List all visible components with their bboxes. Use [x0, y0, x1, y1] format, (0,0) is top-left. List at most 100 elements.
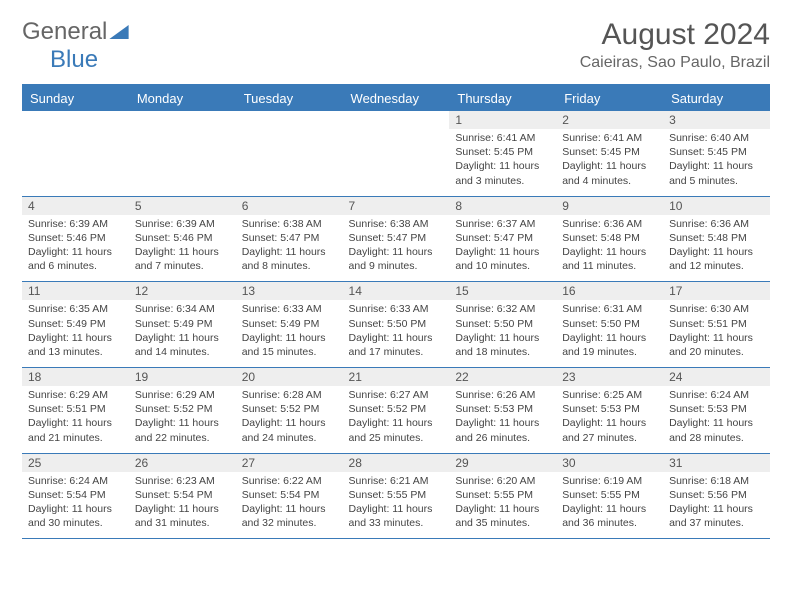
day-number: 17	[663, 282, 770, 300]
logo-triangle-icon	[109, 25, 129, 39]
sunset-text: Sunset: 5:49 PM	[242, 317, 337, 331]
day-details: Sunrise: 6:41 AMSunset: 5:45 PMDaylight:…	[556, 129, 663, 196]
day-number: 4	[22, 197, 129, 215]
day-number: 7	[343, 197, 450, 215]
daylight-line2: and 31 minutes.	[135, 516, 230, 530]
sunrise-text: Sunrise: 6:30 AM	[669, 302, 764, 316]
day-details: Sunrise: 6:38 AMSunset: 5:47 PMDaylight:…	[343, 215, 450, 282]
day-cell: 11Sunrise: 6:35 AMSunset: 5:49 PMDayligh…	[22, 282, 129, 368]
daylight-line2: and 18 minutes.	[455, 345, 550, 359]
day-number: 27	[236, 454, 343, 472]
daylight-line2: and 32 minutes.	[242, 516, 337, 530]
day-number: 26	[129, 454, 236, 472]
daylight-line1: Daylight: 11 hours	[135, 502, 230, 516]
day-details: Sunrise: 6:32 AMSunset: 5:50 PMDaylight:…	[449, 300, 556, 367]
week-row: 11Sunrise: 6:35 AMSunset: 5:49 PMDayligh…	[22, 282, 770, 368]
sunrise-text: Sunrise: 6:22 AM	[242, 474, 337, 488]
sunset-text: Sunset: 5:51 PM	[669, 317, 764, 331]
sunset-text: Sunset: 5:47 PM	[349, 231, 444, 245]
daylight-line1: Daylight: 11 hours	[28, 245, 123, 259]
daylight-line2: and 37 minutes.	[669, 516, 764, 530]
day-details: Sunrise: 6:39 AMSunset: 5:46 PMDaylight:…	[129, 215, 236, 282]
day-details: Sunrise: 6:40 AMSunset: 5:45 PMDaylight:…	[663, 129, 770, 196]
daylight-line1: Daylight: 11 hours	[28, 416, 123, 430]
day-header-thursday: Thursday	[449, 85, 556, 111]
day-details: Sunrise: 6:21 AMSunset: 5:55 PMDaylight:…	[343, 472, 450, 539]
daylight-line1: Daylight: 11 hours	[669, 331, 764, 345]
day-cell: 19Sunrise: 6:29 AMSunset: 5:52 PMDayligh…	[129, 368, 236, 454]
day-details: Sunrise: 6:31 AMSunset: 5:50 PMDaylight:…	[556, 300, 663, 367]
daylight-line2: and 27 minutes.	[562, 431, 657, 445]
day-cell: 1Sunrise: 6:41 AMSunset: 5:45 PMDaylight…	[449, 111, 556, 196]
day-number: 21	[343, 368, 450, 386]
daylight-line1: Daylight: 11 hours	[349, 416, 444, 430]
day-cell: 20Sunrise: 6:28 AMSunset: 5:52 PMDayligh…	[236, 368, 343, 454]
day-number: 30	[556, 454, 663, 472]
day-cell: 7Sunrise: 6:38 AMSunset: 5:47 PMDaylight…	[343, 196, 450, 282]
daylight-line1: Daylight: 11 hours	[135, 245, 230, 259]
day-cell: 23Sunrise: 6:25 AMSunset: 5:53 PMDayligh…	[556, 368, 663, 454]
daylight-line1: Daylight: 11 hours	[562, 159, 657, 173]
day-cell: 21 Sunrise: 6:27 AMSunset: 5:52 PMDayligh…	[343, 368, 450, 454]
day-details: Sunrise: 6:24 AMSunset: 5:53 PMDaylight:…	[663, 386, 770, 453]
daylight-line2: and 6 minutes.	[28, 259, 123, 273]
day-details: Sunrise: 6:23 AMSunset: 5:54 PMDaylight:…	[129, 472, 236, 539]
sunrise-text: Sunrise: 6:20 AM	[455, 474, 550, 488]
sunrise-text: Sunrise: 6:33 AM	[349, 302, 444, 316]
sunrise-text: Sunrise: 6:27 AM	[349, 388, 444, 402]
day-details: Sunrise: 6:34 AMSunset: 5:49 PMDaylight:…	[129, 300, 236, 367]
sunset-text: Sunset: 5:53 PM	[669, 402, 764, 416]
week-row: 4Sunrise: 6:39 AMSunset: 5:46 PMDaylight…	[22, 196, 770, 282]
sunrise-text: Sunrise: 6:19 AM	[562, 474, 657, 488]
daylight-line2: and 3 minutes.	[455, 174, 550, 188]
day-cell: 6Sunrise: 6:38 AMSunset: 5:47 PMDaylight…	[236, 196, 343, 282]
day-cell: 30Sunrise: 6:19 AMSunset: 5:55 PMDayligh…	[556, 453, 663, 539]
sunrise-text: Sunrise: 6:29 AM	[135, 388, 230, 402]
daylight-line2: and 12 minutes.	[669, 259, 764, 273]
sunrise-text: Sunrise: 6:39 AM	[28, 217, 123, 231]
day-cell: 2Sunrise: 6:41 AMSunset: 5:45 PMDaylight…	[556, 111, 663, 196]
sunset-text: Sunset: 5:51 PM	[28, 402, 123, 416]
day-details: Sunrise: 6:28 AMSunset: 5:52 PMDaylight:…	[236, 386, 343, 453]
sunset-text: Sunset: 5:52 PM	[349, 402, 444, 416]
day-details: Sunrise: 6:41 AMSunset: 5:45 PMDaylight:…	[449, 129, 556, 196]
sunset-text: Sunset: 5:55 PM	[349, 488, 444, 502]
daylight-line1: Daylight: 11 hours	[349, 331, 444, 345]
title-block: August 2024 Caieiras, Sao Paulo, Brazil	[580, 18, 770, 72]
sunset-text: Sunset: 5:45 PM	[455, 145, 550, 159]
calendar-head: SundayMondayTuesdayWednesdayThursdayFrid…	[22, 85, 770, 111]
sunset-text: Sunset: 5:48 PM	[562, 231, 657, 245]
empty-cell: .	[22, 111, 129, 196]
calendar-body: ....1Sunrise: 6:41 AMSunset: 5:45 PMDayl…	[22, 111, 770, 539]
sunrise-text: Sunrise: 6:24 AM	[669, 388, 764, 402]
day-number: 8	[449, 197, 556, 215]
sunrise-text: Sunrise: 6:32 AM	[455, 302, 550, 316]
sunrise-text: Sunrise: 6:41 AM	[562, 131, 657, 145]
day-cell: 8Sunrise: 6:37 AMSunset: 5:47 PMDaylight…	[449, 196, 556, 282]
daylight-line2: and 28 minutes.	[669, 431, 764, 445]
daylight-line2: and 36 minutes.	[562, 516, 657, 530]
day-details: Sunrise: 6:35 AMSunset: 5:49 PMDaylight:…	[22, 300, 129, 367]
day-details: Sunrise: 6:33 AMSunset: 5:50 PMDaylight:…	[343, 300, 450, 367]
sunrise-text: Sunrise: 6:39 AM	[135, 217, 230, 231]
daylight-line1: Daylight: 11 hours	[562, 502, 657, 516]
daylight-line1: Daylight: 11 hours	[242, 502, 337, 516]
sunrise-text: Sunrise: 6:29 AM	[28, 388, 123, 402]
month-title: August 2024	[580, 18, 770, 52]
day-details: Sunrise: 6:38 AMSunset: 5:47 PMDaylight:…	[236, 215, 343, 282]
day-number: 9	[556, 197, 663, 215]
daylight-line1: Daylight: 11 hours	[455, 416, 550, 430]
day-number: 29	[449, 454, 556, 472]
day-number: 31	[663, 454, 770, 472]
day-cell: 10Sunrise: 6:36 AMSunset: 5:48 PMDayligh…	[663, 196, 770, 282]
daylight-line2: and 7 minutes.	[135, 259, 230, 273]
sunrise-text: Sunrise: 6:35 AM	[28, 302, 123, 316]
daylight-line1: Daylight: 11 hours	[242, 245, 337, 259]
day-cell: 4Sunrise: 6:39 AMSunset: 5:46 PMDaylight…	[22, 196, 129, 282]
sunset-text: Sunset: 5:46 PM	[135, 231, 230, 245]
empty-cell: .	[236, 111, 343, 196]
day-details: Sunrise: 6:37 AMSunset: 5:47 PMDaylight:…	[449, 215, 556, 282]
day-number: 13	[236, 282, 343, 300]
day-details: Sunrise: 6:25 AMSunset: 5:53 PMDaylight:…	[556, 386, 663, 453]
day-details: Sunrise: 6:26 AMSunset: 5:53 PMDaylight:…	[449, 386, 556, 453]
